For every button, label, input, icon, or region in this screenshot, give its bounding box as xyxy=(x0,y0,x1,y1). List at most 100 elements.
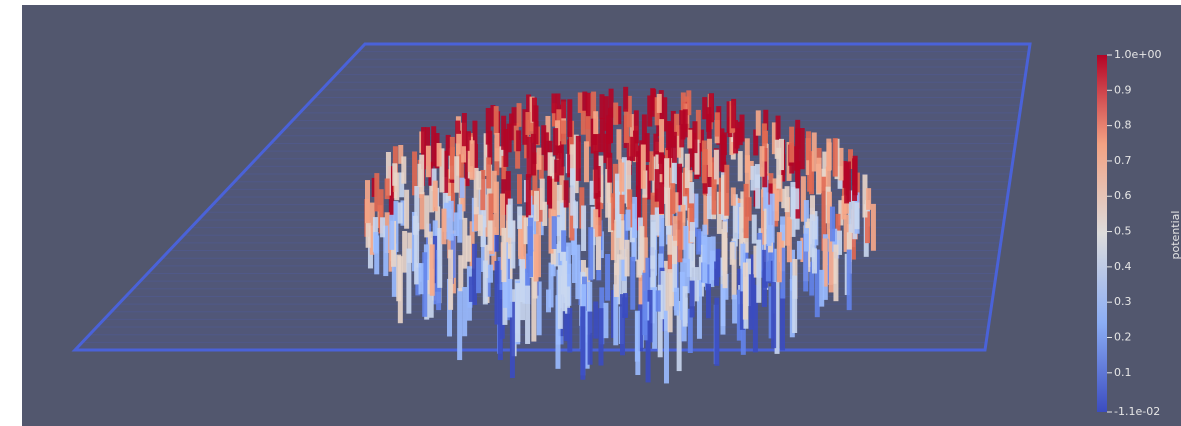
glyph xyxy=(692,121,697,153)
color-bar xyxy=(1097,55,1107,412)
glyph xyxy=(659,119,664,152)
tick-label: 0.3 xyxy=(1114,295,1132,308)
glyph xyxy=(527,137,532,178)
glyph xyxy=(800,128,805,169)
glyph xyxy=(847,250,852,311)
glyph xyxy=(771,282,776,348)
glyph xyxy=(623,87,628,112)
glyph xyxy=(670,183,675,214)
glyph xyxy=(630,137,635,161)
glyph xyxy=(581,111,586,135)
glyph xyxy=(702,140,707,183)
glyph xyxy=(488,194,493,221)
glyph xyxy=(715,112,720,136)
tick-label: 0.4 xyxy=(1114,260,1132,273)
glyph xyxy=(483,261,488,305)
glyph xyxy=(598,308,603,365)
glyph xyxy=(731,99,736,128)
glyph xyxy=(561,99,566,118)
glyph xyxy=(690,222,695,242)
glyph xyxy=(707,187,712,219)
glyph xyxy=(526,174,531,217)
glyph xyxy=(683,109,688,137)
glyph xyxy=(853,156,858,195)
glyph xyxy=(749,274,754,329)
glyph xyxy=(668,269,673,332)
glyph xyxy=(810,214,815,257)
glyph xyxy=(593,301,598,338)
glyph xyxy=(804,228,809,251)
glyph xyxy=(647,95,652,126)
glyph xyxy=(512,107,517,125)
tick-label: 0.6 xyxy=(1114,189,1132,202)
glyph xyxy=(541,125,546,155)
glyph xyxy=(632,197,637,238)
glyph xyxy=(433,181,438,212)
tick-label: -1.1e-02 xyxy=(1114,405,1160,418)
glyph xyxy=(536,148,541,170)
glyph xyxy=(730,242,735,265)
glyph xyxy=(470,140,475,180)
glyph xyxy=(830,207,835,242)
tick-label: 0.5 xyxy=(1114,225,1132,238)
glyph xyxy=(600,94,605,119)
glyph xyxy=(795,120,800,149)
tick-label: 0.7 xyxy=(1114,154,1132,167)
glyph xyxy=(712,179,717,214)
glyph xyxy=(546,290,551,313)
glyph xyxy=(494,182,499,235)
glyph xyxy=(394,172,399,200)
glyph xyxy=(374,173,379,211)
glyph xyxy=(792,276,797,333)
glyph xyxy=(689,182,694,203)
glyph xyxy=(655,207,660,235)
glyph xyxy=(525,286,530,344)
glyph xyxy=(659,182,664,214)
glyph xyxy=(420,192,425,229)
glyph xyxy=(476,171,481,190)
glyph xyxy=(819,270,824,307)
glyph xyxy=(540,179,545,210)
tick-label: 1.0e+00 xyxy=(1114,48,1161,61)
glyph xyxy=(478,215,483,236)
glyph xyxy=(817,158,822,194)
glyph xyxy=(454,212,459,236)
glyph xyxy=(639,226,644,270)
glyph xyxy=(714,298,719,366)
glyph xyxy=(413,216,418,235)
tick-label: 0.9 xyxy=(1114,83,1132,96)
glyph xyxy=(659,215,664,246)
glyph xyxy=(630,257,635,310)
glyph xyxy=(567,99,572,137)
glyph xyxy=(385,178,390,199)
glyph xyxy=(735,128,740,149)
glyph xyxy=(547,176,552,204)
glyph xyxy=(558,265,563,329)
glyph xyxy=(551,93,556,113)
glyph xyxy=(624,109,629,143)
glyph xyxy=(501,116,506,150)
glyph xyxy=(534,191,539,221)
glyph xyxy=(702,225,707,283)
glyph xyxy=(635,311,640,362)
glyph xyxy=(406,249,411,314)
glyph xyxy=(812,132,817,171)
glyph xyxy=(494,106,499,134)
glyph xyxy=(683,286,688,326)
glyph xyxy=(486,108,491,145)
glyph xyxy=(844,163,849,204)
glyph xyxy=(564,180,569,207)
glyph xyxy=(517,174,522,204)
glyph xyxy=(672,132,677,163)
glyph xyxy=(657,94,662,113)
glyph xyxy=(614,263,619,297)
render-view: 1.0e+000.90.80.70.60.50.40.30.20.1-1.1e-… xyxy=(0,0,1181,426)
glyph xyxy=(561,121,566,145)
glyph xyxy=(683,226,688,263)
glyph xyxy=(685,154,690,188)
glyph xyxy=(787,217,792,262)
glyph xyxy=(396,255,401,302)
glyph xyxy=(448,250,453,310)
glyph xyxy=(458,255,463,291)
glyph xyxy=(494,133,499,161)
